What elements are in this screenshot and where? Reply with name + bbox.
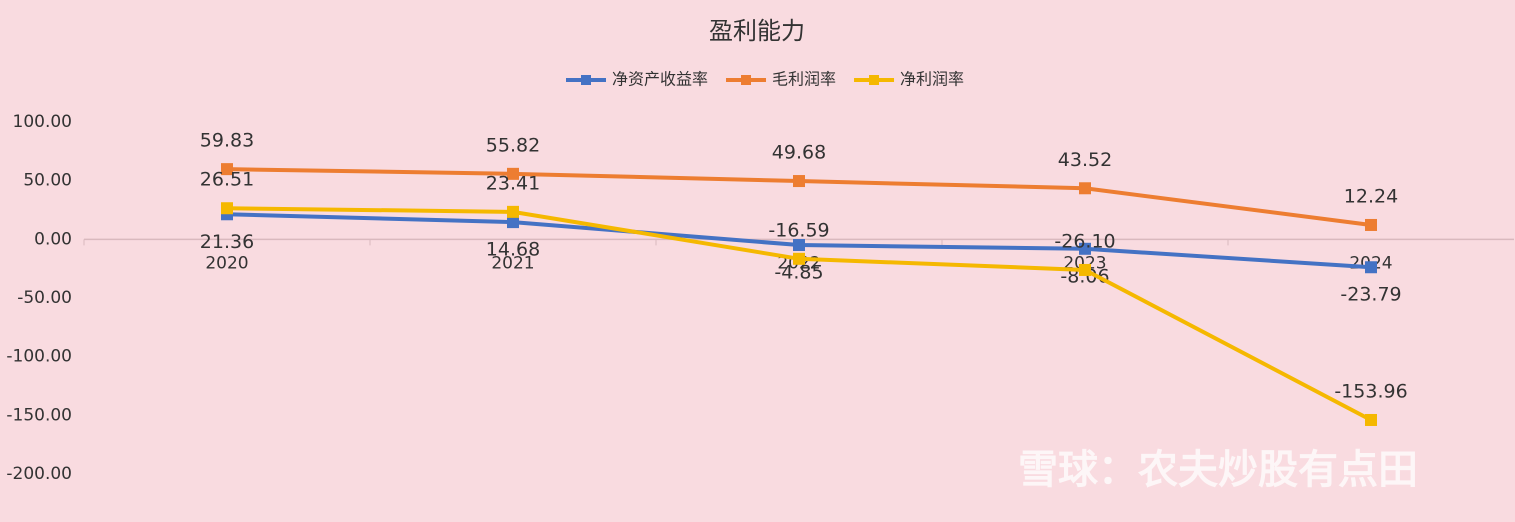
point <box>1079 263 1091 276</box>
data-label: 14.68 <box>486 239 540 261</box>
y-tick-label: 50.00 <box>23 171 72 191</box>
legend-label: 毛利润率 <box>772 70 836 89</box>
x-tick-label: 2021 <box>491 253 534 273</box>
point <box>1079 242 1091 255</box>
point <box>507 167 519 180</box>
data-label: 59.83 <box>200 130 254 152</box>
data-label: -153.96 <box>1334 380 1407 402</box>
data-label: 23.41 <box>486 172 540 194</box>
point <box>221 163 233 176</box>
data-label: -4.85 <box>774 262 823 284</box>
point <box>1365 413 1377 426</box>
point <box>507 205 519 218</box>
y-tick-label: -50.00 <box>17 288 72 308</box>
point <box>793 239 805 252</box>
y-tick-label: -150.00 <box>6 405 72 425</box>
data-label: -16.59 <box>768 219 829 241</box>
data-label: 26.51 <box>200 169 254 191</box>
legend-marker <box>741 75 752 85</box>
data-label: -23.79 <box>1340 284 1401 306</box>
legend-label: 净资产收益率 <box>612 70 708 89</box>
y-tick-label: 100.00 <box>13 112 72 132</box>
data-label: 55.82 <box>486 134 540 156</box>
point <box>1079 182 1091 195</box>
data-label: -26.10 <box>1054 230 1115 252</box>
point <box>1365 218 1377 231</box>
point <box>1365 261 1377 274</box>
point <box>221 202 233 215</box>
point <box>793 252 805 265</box>
chart-title: 盈利能力 <box>709 17 805 45</box>
x-tick-label: 2020 <box>205 253 248 273</box>
watermark: 雪球：农夫炒股有点田 <box>1018 447 1418 493</box>
data-label: 49.68 <box>772 142 826 164</box>
point <box>507 216 519 229</box>
y-tick-label: 0.00 <box>34 229 72 249</box>
y-tick-label: -100.00 <box>6 347 72 367</box>
point <box>793 175 805 188</box>
legend-label: 净利润率 <box>900 70 964 89</box>
data-label: 21.36 <box>200 231 254 253</box>
y-tick-label: -200.00 <box>6 464 72 484</box>
data-label: 12.24 <box>1344 185 1398 207</box>
legend-marker <box>869 75 880 85</box>
legend-marker <box>581 75 591 85</box>
data-label: 43.52 <box>1058 149 1112 171</box>
